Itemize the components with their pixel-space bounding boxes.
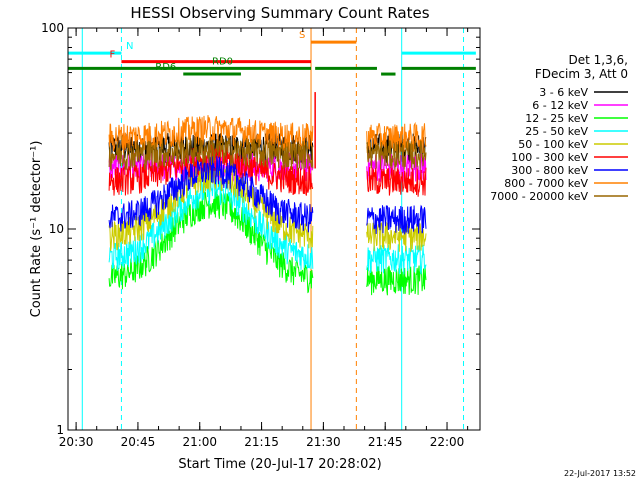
- flag-label-4: S: [299, 30, 305, 41]
- y-tick-label-1: 10: [49, 222, 64, 236]
- legend-label-1: 6 - 12 keV: [532, 99, 588, 112]
- flag-label-3: RD6: [155, 62, 176, 73]
- legend-label-0: 3 - 6 keV: [539, 86, 588, 99]
- timestamp: 22-Jul-2017 13:52: [564, 469, 636, 478]
- x-tick-label-2: 21:00: [182, 435, 217, 449]
- x-tick-label-5: 21:45: [368, 435, 403, 449]
- legend-label-3: 25 - 50 keV: [525, 125, 588, 138]
- y-tick-label-0: 1: [56, 423, 64, 437]
- axes: 20:30 20:45 21:00 21:15 21:30 21:45 22:00 1 10 10…: [41, 21, 481, 449]
- y-tick-label-2: 100: [41, 21, 64, 35]
- series-line-6-1: [366, 204, 427, 235]
- x-tick-label-0: 20:30: [59, 435, 94, 449]
- series-line-8-1: [366, 140, 427, 171]
- legend-label-6: 300 - 800 keV: [511, 164, 588, 177]
- chart-title: HESSI Observing Summary Count Rates: [130, 4, 429, 22]
- x-axis-label: Start Time (20-Jul-17 20:28:02): [178, 457, 381, 472]
- series-line-6-0: [108, 156, 314, 233]
- x-tick-label-6: 22:00: [430, 435, 465, 449]
- legend-label-5: 100 - 300 keV: [511, 151, 588, 164]
- legend-header-1: Det 1,3,6,: [569, 53, 629, 67]
- flag-label-0: N: [126, 41, 133, 52]
- plot-area: NF RD0 RD6 S: [68, 28, 476, 430]
- series-line-5-0: [108, 144, 314, 196]
- flag-label-1: F: [109, 50, 115, 61]
- y-axis-label: Count Rate (s⁻¹ detector⁻¹): [29, 141, 44, 318]
- x-tick-label-4: 21:30: [306, 435, 341, 449]
- series-line-8-0: [108, 136, 314, 172]
- series-line-3-0: [108, 175, 314, 271]
- legend-label-8: 7000 - 20000 keV: [490, 190, 588, 203]
- legend-header-2: FDecim 3, Att 0: [535, 67, 628, 81]
- series-line-3-1: [366, 244, 427, 275]
- legend-label-2: 12 - 25 keV: [525, 112, 588, 125]
- legend-label-4: 50 - 100 keV: [518, 138, 588, 151]
- flag-label-2: RD0: [212, 56, 233, 67]
- x-tick-label-3: 21:15: [244, 435, 279, 449]
- series-line-5-1: [366, 167, 427, 197]
- x-tick-label-1: 20:45: [121, 435, 156, 449]
- legend-label-7: 800 - 7000 keV: [504, 177, 588, 190]
